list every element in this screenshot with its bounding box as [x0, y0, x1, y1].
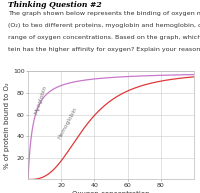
Text: (O₂) to two different proteins, myoglobin and hemoglobin, over a: (O₂) to two different proteins, myoglobi… [8, 23, 200, 28]
Y-axis label: % of protein bound to O₂: % of protein bound to O₂ [4, 82, 10, 169]
Text: Thinking Question #2: Thinking Question #2 [8, 1, 102, 9]
Text: The graph shown below represents the binding of oxygen molecules: The graph shown below represents the bin… [8, 11, 200, 16]
Text: range of oxygen concentrations. Based on the graph, which pro-: range of oxygen concentrations. Based on… [8, 35, 200, 40]
Text: Myoglobin: Myoglobin [33, 84, 48, 115]
Text: tein has the higher affinity for oxygen? Explain your reasoning.: tein has the higher affinity for oxygen?… [8, 47, 200, 52]
Text: Hemoglobin: Hemoglobin [57, 106, 78, 140]
X-axis label: Oxygen concentration: Oxygen concentration [72, 191, 150, 193]
